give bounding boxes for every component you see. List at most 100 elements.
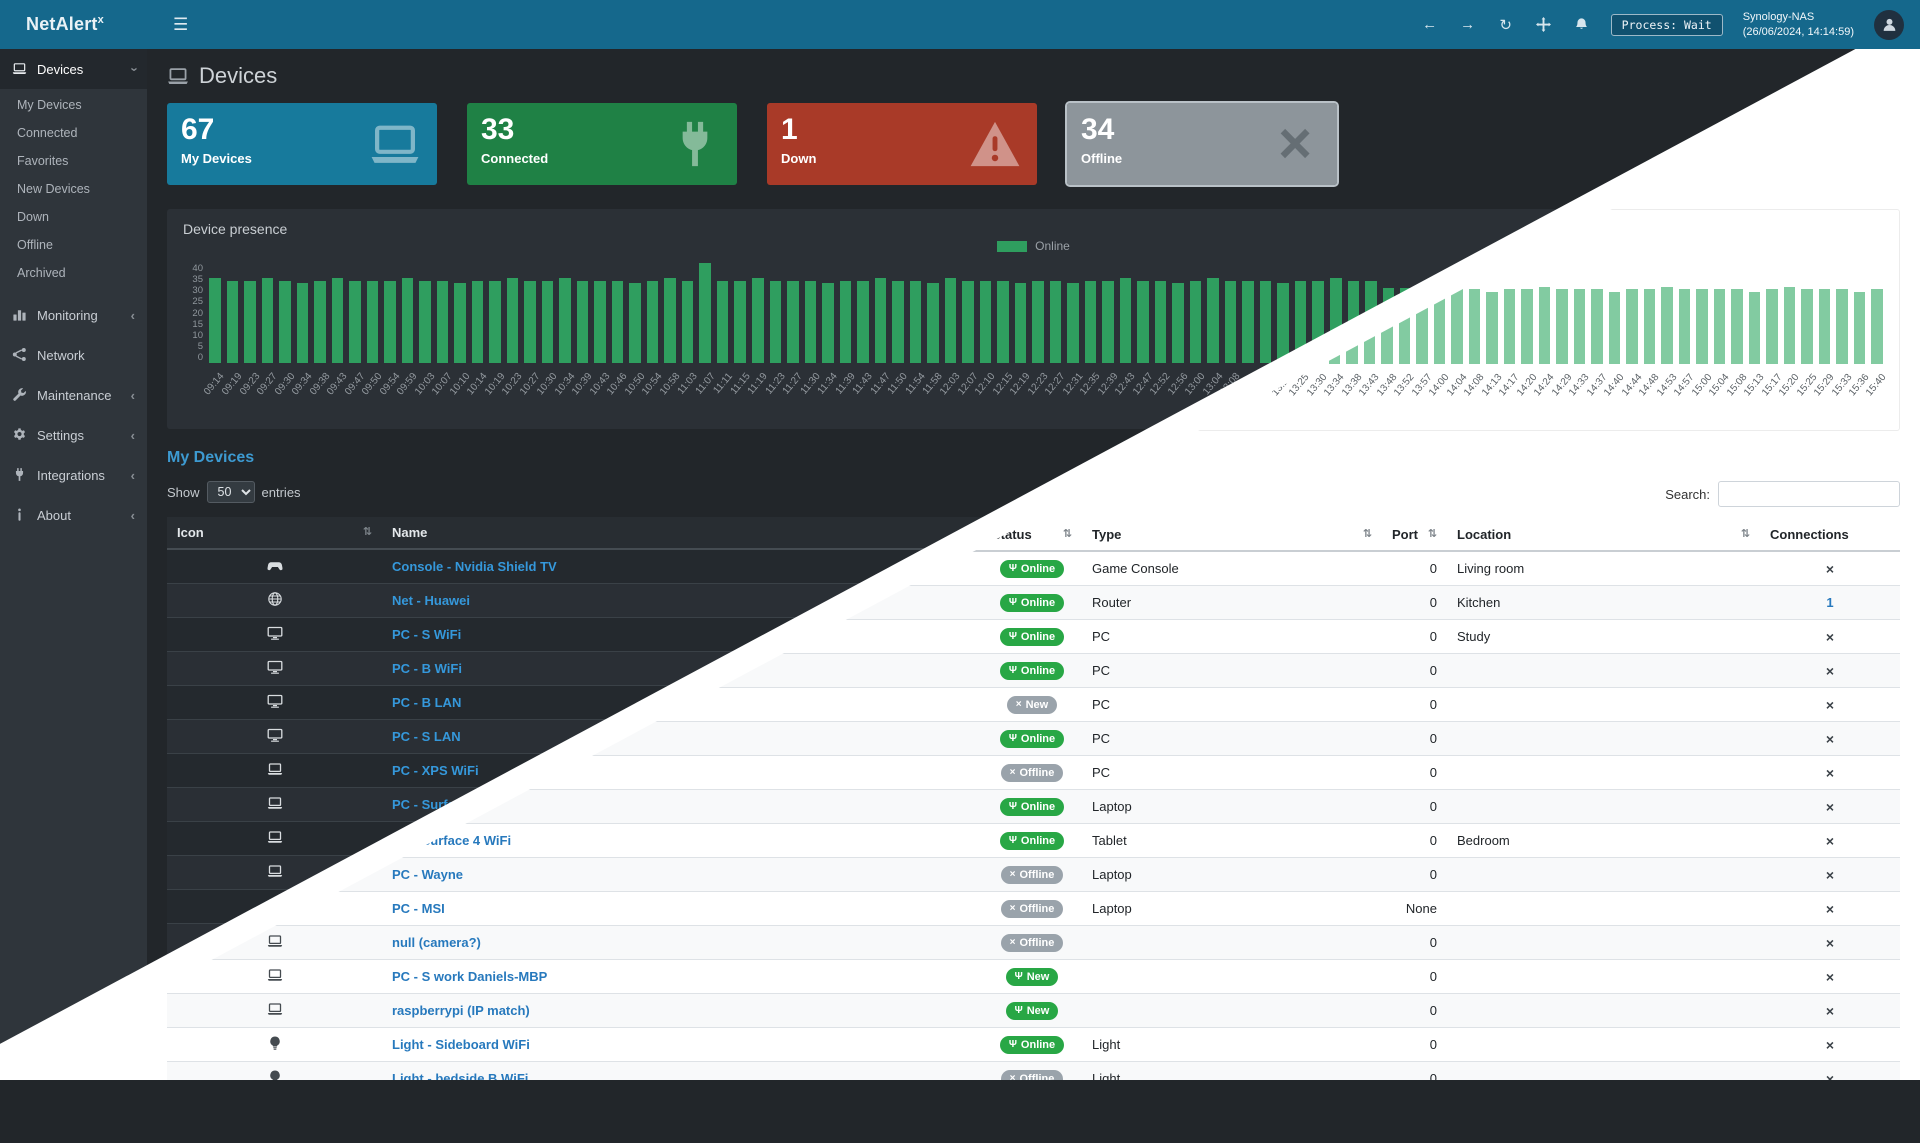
sidebar-subitem-new-devices[interactable]: New Devices [17, 182, 90, 196]
device-location [1447, 1027, 1760, 1062]
device-name-link[interactable]: PC - B WiFi [392, 661, 462, 676]
col-header-connections[interactable]: Connections [1760, 519, 1900, 552]
delete-connection-icon[interactable]: × [1825, 662, 1835, 679]
stat-card-down[interactable]: 1 Down [767, 103, 1037, 185]
device-name-link[interactable]: raspberrypi (IP match) [392, 1003, 530, 1018]
sort-icon[interactable]: ⇅ [1740, 528, 1750, 540]
avatar[interactable] [1874, 9, 1904, 40]
host-clock: Synology-NAS (26/06/2024, 14:14:59) [1743, 10, 1854, 39]
device-name-link[interactable]: Light - bedside B WiFi [392, 1071, 529, 1080]
page-length-select[interactable]: 50 [206, 481, 255, 503]
sort-icon[interactable]: ⇅ [1362, 528, 1372, 540]
table-row[interactable]: PC - MSI ×Offline Laptop None × [167, 891, 1900, 926]
delete-connection-icon[interactable]: × [1825, 968, 1835, 985]
device-name-link[interactable]: PC - S WiFi [392, 627, 462, 642]
plug-icon: Ψ [1008, 733, 1017, 745]
chart-bar [1573, 289, 1586, 364]
stat-card-connected[interactable]: 33 Connected [467, 103, 737, 185]
sidebar-subitem-connected[interactable]: Connected [17, 126, 78, 140]
back-arrow-icon[interactable]: ← [1422, 16, 1438, 33]
app-logo[interactable]: NetAlertx [0, 14, 147, 35]
plug-icon: Ψ [1008, 597, 1017, 609]
stat-card-my-devices[interactable]: 67 My Devices [167, 103, 437, 185]
device-name-link[interactable]: PC - S LAN [392, 729, 461, 744]
warning-icon [969, 118, 1021, 170]
chart-bar [1538, 286, 1551, 364]
sidebar-subitem-favorites[interactable]: Favorites [17, 154, 69, 168]
delete-connection-icon[interactable]: × [1825, 1002, 1835, 1019]
sidebar-item-maintenance[interactable]: Maintenance ‹ [0, 375, 147, 415]
sort-icon[interactable]: ⇅ [962, 526, 972, 538]
delete-connection-icon[interactable]: × [1825, 866, 1835, 883]
device-name-link[interactable]: PC - B LAN [392, 695, 462, 710]
topbar-actions: ← → ↻ Process: Wait Synology-NAS (26/06/… [1421, 9, 1920, 40]
delete-connection-icon[interactable]: × [1825, 560, 1835, 577]
device-type: PC [1082, 721, 1382, 756]
device-name-link[interactable]: Console - Nvidia Shield TV [392, 559, 557, 574]
table-row[interactable]: PC - Wayne ×Offline Laptop 0 × [167, 857, 1900, 892]
x-tick-label: 15:33 [1829, 372, 1854, 399]
sidebar-item-integrations[interactable]: Integrations ‹ [0, 455, 147, 495]
move-arrows-icon[interactable] [1535, 17, 1553, 32]
chart-bar [1486, 291, 1498, 364]
device-connections: × [1760, 687, 1900, 722]
col-header-name[interactable]: Name⇅ [382, 517, 982, 550]
connections-count-link[interactable]: 1 [1826, 595, 1834, 610]
delete-connection-icon[interactable]: × [1825, 798, 1835, 815]
forward-arrow-icon[interactable]: → [1460, 16, 1476, 33]
sort-icon[interactable]: ⇅ [1427, 528, 1437, 540]
delete-connection-icon[interactable]: × [1825, 696, 1835, 713]
refresh-icon[interactable]: ↻ [1499, 16, 1512, 34]
device-name-link[interactable]: PC - XPS WiFi [392, 763, 479, 778]
sort-icon[interactable]: ⇅ [1062, 528, 1072, 540]
device-name-link[interactable]: PC - MSI [392, 901, 445, 916]
sidebar-item-monitoring[interactable]: Monitoring ‹ [0, 295, 147, 335]
device-port: 0 [1382, 789, 1447, 824]
delete-connection-icon[interactable]: × [1825, 764, 1835, 781]
col-header-type[interactable]: Type⇅ [1082, 519, 1382, 552]
sidebar-item-devices[interactable]: Devices ‹ [0, 49, 147, 89]
sidebar-item-settings[interactable]: Settings ‹ [0, 415, 147, 455]
device-name-link[interactable]: PC - Surface [392, 797, 470, 812]
sort-icon[interactable]: ⇅ [362, 526, 372, 538]
device-name-link[interactable]: Net - Huawei [392, 593, 471, 608]
device-name-link[interactable]: Light - Sideboard WiFi [392, 1037, 530, 1052]
plug-icon: Ψ [1014, 1005, 1023, 1017]
chart-bar [524, 280, 536, 363]
sidebar-subitem-archived[interactable]: Archived [17, 266, 66, 280]
table-row[interactable]: Light - bedside B WiFi ×Offline Light 0 … [167, 1061, 1900, 1081]
delete-connection-icon[interactable]: × [1825, 900, 1835, 917]
stat-card-offline[interactable]: 34 Offline × [1065, 101, 1339, 187]
delete-connection-icon[interactable]: × [1825, 1070, 1835, 1081]
sidebar-item-about[interactable]: About ‹ [0, 495, 147, 535]
chart-bar [892, 280, 904, 363]
x-icon: × [1009, 903, 1016, 915]
bell-icon[interactable] [1573, 17, 1591, 32]
sidebar-subitem-offline[interactable]: Offline [17, 238, 53, 252]
delete-connection-icon[interactable]: × [1825, 1036, 1835, 1053]
hamburger-menu-icon[interactable]: ☰ [173, 14, 189, 34]
col-header-icon[interactable]: Icon⇅ [167, 517, 382, 550]
sidebar-subitem-my-devices[interactable]: My Devices [17, 98, 82, 112]
col-header-port[interactable]: Port⇅ [1382, 519, 1447, 552]
device-name-link[interactable]: PC - Wayne [392, 867, 464, 882]
col-header-location[interactable]: Location⇅ [1447, 519, 1760, 552]
delete-connection-icon[interactable]: × [1825, 730, 1835, 747]
sidebar-item-network[interactable]: Network [0, 335, 147, 375]
search-input[interactable] [1718, 481, 1900, 507]
device-name-link[interactable]: PC - S work Daniels-MBP [392, 969, 548, 984]
table-row[interactable]: null (camera?) ×Offline 0 × [167, 925, 1900, 960]
entries-label: entries [261, 484, 301, 500]
delete-connection-icon[interactable]: × [1825, 832, 1835, 849]
delete-connection-icon[interactable]: × [1825, 934, 1835, 951]
sidebar-subitem-down[interactable]: Down [17, 210, 49, 224]
plug-icon: Ψ [1014, 971, 1023, 983]
x-tick-label: 15:08 [1724, 372, 1750, 399]
device-connections: × [1760, 959, 1900, 994]
delete-connection-icon[interactable]: × [1825, 628, 1835, 645]
device-name-link[interactable]: null (camera?) [392, 935, 481, 950]
